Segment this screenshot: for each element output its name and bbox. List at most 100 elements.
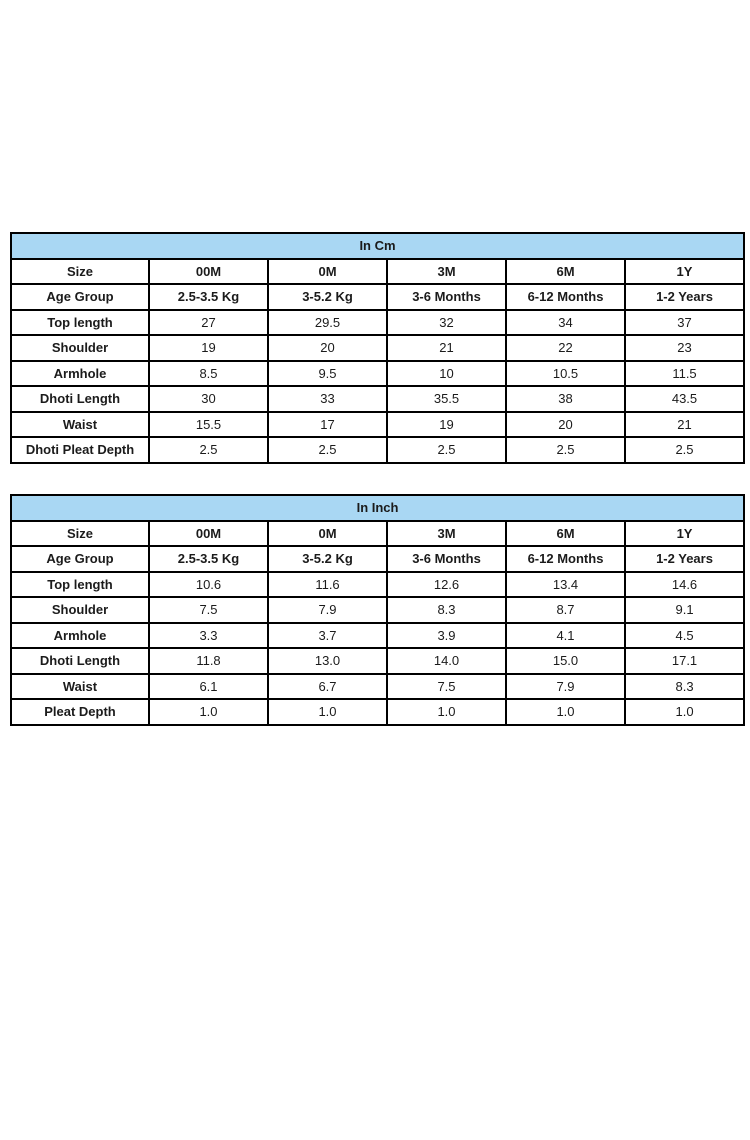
- value-cell: 3.9: [386, 621, 507, 649]
- value-cell: 7.5: [148, 596, 269, 624]
- value-cell: 4.1: [505, 621, 626, 649]
- measurement-row: Pleat Depth 1.0 1.0 1.0 1.0 1.0: [10, 698, 746, 726]
- value-cell: 7.9: [505, 672, 626, 700]
- size-chart-cm-section: In Cm Size 00M 0M 3M 6M 1Y Age Group 2.5-3.5 Kg 3…: [10, 232, 745, 464]
- header-value-cell: 3-6 Months: [386, 545, 507, 573]
- value-cell: 30: [148, 385, 269, 413]
- value-cell: 11.8: [148, 647, 269, 675]
- value-cell: 17.1: [623, 647, 746, 675]
- table-title: In Cm: [10, 232, 745, 260]
- value-cell: 22: [505, 334, 626, 362]
- measurement-row: Shoulder 7.5 7.9 8.3 8.7 9.1: [10, 596, 746, 624]
- value-cell: 38: [505, 385, 626, 413]
- value-cell: 19: [386, 410, 507, 438]
- row-label: Dhoti Length: [10, 385, 150, 413]
- header-value-cell: 6-12 Months: [505, 283, 626, 311]
- row-label: Top length: [10, 570, 150, 598]
- header-row-label: Age Group: [10, 545, 150, 573]
- row-label: Waist: [10, 672, 150, 700]
- header-value-cell: 2.5-3.5 Kg: [148, 545, 269, 573]
- header-value-cell: 3M: [386, 519, 507, 547]
- value-cell: 8.3: [386, 596, 507, 624]
- value-cell: 2.5: [267, 436, 388, 464]
- header-row: Age Group 2.5-3.5 Kg 3-5.2 Kg 3-6 Months 6-1…: [10, 545, 746, 573]
- row-label: Top length: [10, 308, 150, 336]
- value-cell: 13.4: [505, 570, 626, 598]
- row-label: Armhole: [10, 359, 150, 387]
- table-title-row: In Inch: [9, 494, 746, 522]
- row-label: Shoulder: [10, 334, 150, 362]
- value-cell: 9.5: [267, 359, 388, 387]
- measurement-row: Top length 27 29.5 32 34 37: [10, 308, 745, 336]
- header-value-cell: 3-5.2 Kg: [267, 283, 388, 311]
- header-value-cell: 0M: [267, 257, 388, 285]
- value-cell: 2.5: [386, 436, 507, 464]
- value-cell: 11.5: [624, 359, 745, 387]
- measurement-row: Dhoti Pleat Depth 2.5 2.5 2.5 2.5 2.5: [10, 436, 745, 464]
- measurement-row: Armhole 8.5 9.5 10 10.5 11.5: [10, 359, 745, 387]
- header-row-label: Age Group: [10, 283, 150, 311]
- value-cell: 32: [386, 308, 507, 336]
- value-cell: 11.6: [267, 570, 388, 598]
- header-value-cell: 3-5.2 Kg: [267, 545, 388, 573]
- header-value-cell: 6M: [505, 257, 626, 285]
- header-value-cell: 1-2 Years: [623, 545, 746, 573]
- header-value-cell: 1-2 Years: [624, 283, 745, 311]
- value-cell: 33: [267, 385, 388, 413]
- header-value-cell: 0M: [267, 519, 388, 547]
- value-cell: 7.5: [386, 672, 507, 700]
- value-cell: 4.5: [623, 621, 746, 649]
- header-value-cell: 1Y: [624, 257, 745, 285]
- header-row-label: Size: [10, 519, 150, 547]
- measurement-row: Dhoti Length 11.8 13.0 14.0 15.0 17.1: [10, 647, 746, 675]
- value-cell: 14.0: [386, 647, 507, 675]
- value-cell: 29.5: [267, 308, 388, 336]
- value-cell: 1.0: [267, 698, 388, 726]
- size-chart-inch-body: In Inch Size 00M 0M 3M 6M 1Y Age Group 2.5-3.5 K…: [9, 494, 746, 726]
- value-cell: 37: [624, 308, 745, 336]
- value-cell: 17: [267, 410, 388, 438]
- value-cell: 6.1: [148, 672, 269, 700]
- value-cell: 35.5: [386, 385, 507, 413]
- value-cell: 21: [624, 410, 745, 438]
- value-cell: 3.3: [148, 621, 269, 649]
- measurement-row: Waist 6.1 6.7 7.5 7.9 8.3: [10, 672, 746, 700]
- size-chart-cm-table: In Cm Size 00M 0M 3M 6M 1Y Age Group 2.5-3.5 Kg 3…: [10, 232, 745, 464]
- value-cell: 6.7: [267, 672, 388, 700]
- value-cell: 10: [386, 359, 507, 387]
- header-row-label: Size: [10, 257, 150, 285]
- value-cell: 3.7: [267, 621, 388, 649]
- row-label: Waist: [10, 410, 150, 438]
- header-value-cell: 2.5-3.5 Kg: [148, 283, 269, 311]
- measurement-row: Waist 15.5 17 19 20 21: [10, 410, 745, 438]
- header-value-cell: 6-12 Months: [505, 545, 626, 573]
- header-row: Age Group 2.5-3.5 Kg 3-5.2 Kg 3-6 Months 6-1…: [10, 283, 745, 311]
- value-cell: 12.6: [386, 570, 507, 598]
- value-cell: 20: [267, 334, 388, 362]
- measurement-row: Armhole 3.3 3.7 3.9 4.1 4.5: [10, 621, 746, 649]
- size-chart-inch-section: In Inch Size 00M 0M 3M 6M 1Y Age Group 2.5-3.5 K…: [9, 494, 746, 726]
- value-cell: 21: [386, 334, 507, 362]
- value-cell: 2.5: [505, 436, 626, 464]
- value-cell: 23: [624, 334, 745, 362]
- value-cell: 15.5: [148, 410, 269, 438]
- header-row: Size 00M 0M 3M 6M 1Y: [10, 257, 745, 285]
- size-chart-inch-table: In Inch Size 00M 0M 3M 6M 1Y Age Group 2.5-3.5 K…: [9, 494, 746, 726]
- row-label: Pleat Depth: [10, 698, 150, 726]
- value-cell: 1.0: [148, 698, 269, 726]
- value-cell: 15.0: [505, 647, 626, 675]
- row-label: Dhoti Length: [10, 647, 150, 675]
- header-value-cell: 3M: [386, 257, 507, 285]
- value-cell: 19: [148, 334, 269, 362]
- table-title-row: In Cm: [10, 232, 745, 260]
- value-cell: 1.0: [505, 698, 626, 726]
- value-cell: 1.0: [386, 698, 507, 726]
- value-cell: 10.5: [505, 359, 626, 387]
- value-cell: 2.5: [624, 436, 745, 464]
- value-cell: 34: [505, 308, 626, 336]
- row-label: Dhoti Pleat Depth: [10, 436, 150, 464]
- header-value-cell: 00M: [148, 257, 269, 285]
- value-cell: 8.7: [505, 596, 626, 624]
- table-title: In Inch: [9, 494, 746, 522]
- value-cell: 7.9: [267, 596, 388, 624]
